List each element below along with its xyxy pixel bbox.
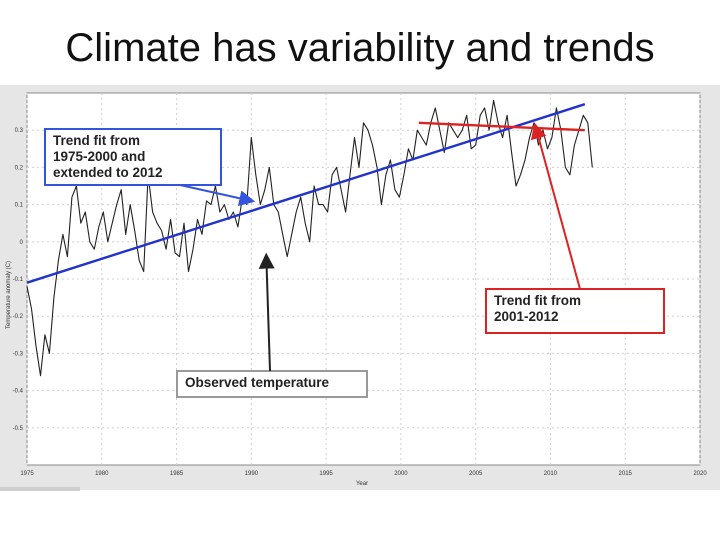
x-tick-label: 2015 xyxy=(619,471,633,477)
trend-1975-2000-callout-box xyxy=(44,128,222,186)
trend-1975-2000-callout-text: 1975-2000 and xyxy=(53,149,145,164)
x-tick-label: 1975 xyxy=(20,471,34,477)
x-axis-title: Year xyxy=(356,481,368,487)
trend-2001-2012-callout-arrow xyxy=(530,122,581,290)
x-tick-label: 2005 xyxy=(469,471,483,477)
trend-2001-2012-callout-text: 2001-2012 xyxy=(494,309,559,324)
observed-temperature-callout-box xyxy=(176,370,368,398)
y-tick-label: 0 xyxy=(20,240,24,246)
y-tick-label: -0.3 xyxy=(13,351,24,357)
x-tick-label: 2020 xyxy=(693,471,707,477)
trend-1975-2000-callout-text: extended to 2012 xyxy=(53,165,163,180)
y-tick-label: -0.2 xyxy=(13,314,24,320)
grid xyxy=(26,93,701,465)
temperature-chart: 1975 1980 1985 1990 1995 2000 2005 2010 2015 2020… xyxy=(6,92,708,487)
y-tick-label: 0.3 xyxy=(15,128,24,134)
trend-1975-2000-callout-text: Trend fit from xyxy=(53,133,140,148)
observed-temperature-callout-arrow xyxy=(258,252,275,372)
observed-temperature-callout-text: Observed temperature xyxy=(185,375,330,390)
trend-1975-2000-line xyxy=(26,103,586,284)
trend-1975-2000-callout-arrow xyxy=(179,184,256,207)
x-tick-label: 1995 xyxy=(319,471,333,477)
y-axis-title: Temperature anomaly (C) xyxy=(6,261,12,329)
trend-2001-2012-line xyxy=(418,121,585,132)
x-tick-label: 2010 xyxy=(544,471,558,477)
series xyxy=(26,99,593,377)
x-tick-label: 1985 xyxy=(170,471,184,477)
trend-2001-2012-callout-box xyxy=(485,288,665,334)
tick-labels: 1975 1980 1985 1990 1995 2000 2005 2010 2015 2020… xyxy=(13,128,708,477)
trend-2001-2012-callout-text: Trend fit from xyxy=(494,293,581,308)
y-tick-label: 0.1 xyxy=(15,203,24,209)
x-tick-label: 1990 xyxy=(245,471,259,477)
y-tick-label: -0.5 xyxy=(13,426,24,432)
y-tick-label: -0.1 xyxy=(13,277,24,283)
x-tick-label: 2000 xyxy=(394,471,408,477)
y-tick-label: 0.2 xyxy=(15,165,24,171)
slide-title: Climate has variability and trends xyxy=(65,26,655,70)
toolbar-strip xyxy=(0,487,80,491)
y-tick-label: -0.4 xyxy=(13,389,24,395)
observed-temperature-line xyxy=(26,99,593,377)
x-tick-label: 1980 xyxy=(95,471,109,477)
